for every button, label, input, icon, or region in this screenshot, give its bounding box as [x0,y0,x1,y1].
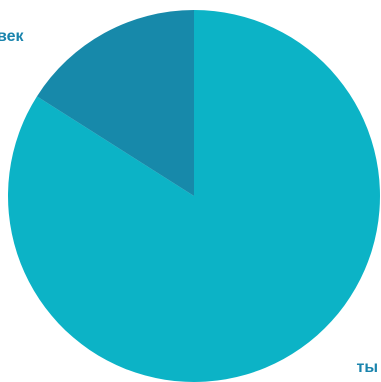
pie-slice-label-1: век [0,28,25,45]
pie-slice-1 [36,9,195,196]
pie-slice-label-0: ты [357,359,379,376]
